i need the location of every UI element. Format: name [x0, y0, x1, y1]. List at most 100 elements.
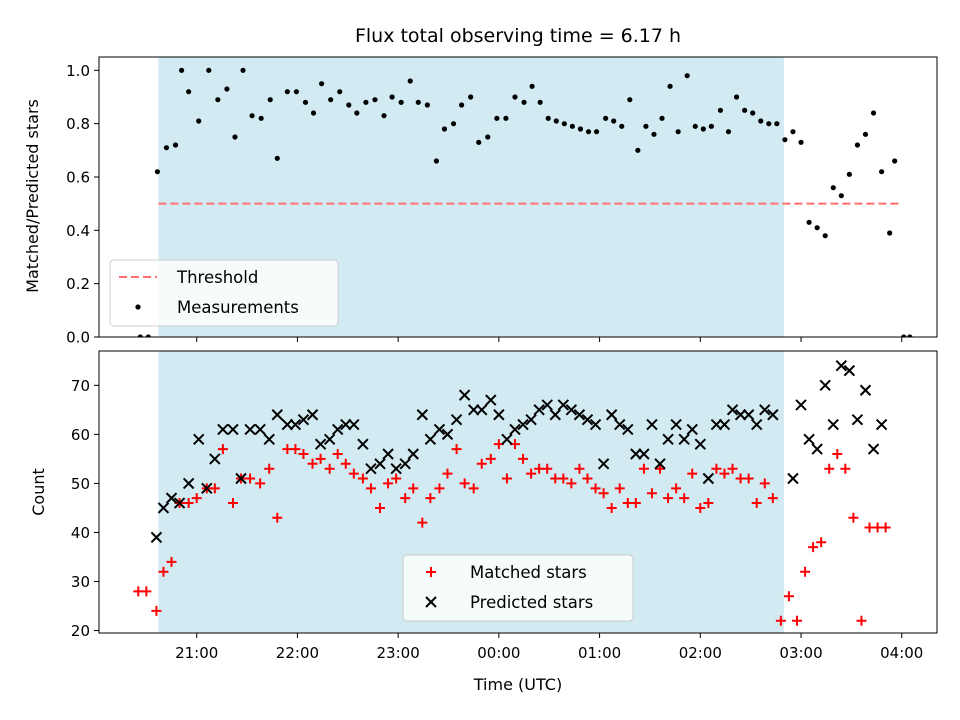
matched-star-point	[840, 463, 851, 474]
measurement-point	[450, 121, 457, 127]
measurement-point	[476, 139, 482, 145]
predicted-star-point	[835, 360, 848, 372]
matched-star-point	[671, 483, 682, 494]
predicted-star-point	[150, 531, 163, 544]
measurement-point	[854, 142, 861, 148]
predicted-star-point	[306, 409, 319, 421]
matched-star-point	[800, 566, 811, 577]
legend-label: Threshold	[176, 268, 258, 287]
matched-star-point	[856, 615, 867, 626]
matched-star-point	[582, 473, 593, 484]
predicted-star-point	[517, 418, 529, 431]
measurement-point	[468, 94, 474, 100]
matched-star-point	[227, 498, 238, 509]
matched-star-point	[759, 478, 770, 489]
predicted-star-point	[589, 418, 602, 431]
predicted-star-point	[767, 409, 779, 421]
predicted-star-point	[795, 399, 807, 411]
measurement-point	[569, 123, 575, 129]
predicted-star-point	[235, 472, 247, 485]
measurement-point	[137, 334, 143, 337]
predicted-star-point	[605, 409, 618, 421]
measurement-point	[521, 99, 527, 105]
predicted-star-point	[638, 448, 650, 460]
measurement-point	[593, 129, 600, 135]
predicted-star-point	[759, 404, 771, 416]
matched-star-point	[791, 615, 802, 626]
measurement-point	[733, 94, 740, 100]
measurement-point	[659, 115, 665, 121]
measurement-point	[846, 171, 852, 177]
predicted-star-point	[501, 433, 513, 445]
bottom-plot-area	[133, 351, 891, 633]
measurement-point	[635, 147, 641, 153]
measurement-point	[310, 110, 317, 116]
predicted-star-point	[787, 472, 799, 485]
measurement-point	[830, 185, 836, 191]
predicted-star-point	[357, 438, 369, 450]
measurement-point	[363, 99, 369, 105]
x-tick-label: 04:00	[880, 644, 923, 662]
predicted-star-point	[201, 482, 213, 495]
predicted-star-point	[209, 453, 221, 465]
predicted-star-point	[254, 423, 266, 436]
predicted-star-point	[323, 433, 336, 445]
measurement-point	[901, 334, 907, 337]
matched-star-point	[272, 512, 283, 523]
predicted-star-point	[843, 364, 856, 377]
measurement-point	[692, 123, 698, 129]
measurement-point	[798, 139, 804, 145]
measurement-point	[553, 118, 559, 124]
measurement-point	[485, 134, 491, 140]
predicted-star-point	[875, 418, 888, 431]
measurement-point	[774, 121, 780, 127]
predicted-star-point	[227, 423, 239, 436]
measurement-point	[708, 123, 714, 129]
matched-star-point	[501, 473, 512, 484]
predicted-star-point	[217, 423, 229, 436]
matched-star-point	[824, 463, 835, 474]
measurement-point	[354, 110, 360, 116]
predicted-star-point	[827, 418, 839, 431]
measurement-point	[806, 219, 812, 225]
matched-star-point	[646, 488, 657, 499]
bottom-panel: Count Time (UTC) 20 30 40 50 60 70 21:00 22:00 2…	[29, 350, 938, 694]
matched-star-point	[158, 566, 169, 577]
predicted-star-point	[424, 433, 437, 445]
matched-star-point	[727, 463, 738, 474]
legend-matched-swatch	[426, 567, 436, 577]
measurement-point	[700, 126, 706, 132]
matched-star-point	[767, 493, 778, 504]
matched-star-point	[518, 453, 529, 464]
predicted-star-point	[597, 458, 610, 470]
matched-star-point	[442, 468, 453, 479]
measurement-point	[619, 123, 625, 129]
measurement-point	[178, 67, 185, 73]
matched-star-point	[775, 615, 786, 626]
predicted-star-point	[702, 472, 715, 485]
measurement-point	[274, 155, 280, 161]
matched-star-point	[808, 542, 819, 553]
matched-star-point	[751, 498, 762, 509]
measurement-point	[790, 129, 796, 135]
bottom-y-axis-label: Count	[29, 468, 48, 516]
predicted-star-point	[549, 409, 561, 421]
predicted-star-point	[859, 384, 872, 396]
measurement-point	[186, 89, 192, 95]
matched-star-point	[365, 483, 376, 494]
measurement-point	[318, 81, 325, 87]
matched-star-point	[340, 458, 351, 469]
matched-star-point	[695, 502, 706, 513]
predicted-star-point	[614, 418, 626, 431]
bottom-y-tick-label: 60	[71, 426, 90, 444]
matched-star-point	[264, 463, 275, 474]
matched-star-point	[783, 591, 794, 602]
matched-star-point	[357, 473, 368, 484]
x-tick-label: 01:00	[578, 644, 621, 662]
measurement-point	[758, 118, 764, 124]
matched-star-point	[711, 463, 722, 474]
matched-star-point	[290, 444, 301, 455]
predicted-star-point	[670, 418, 682, 431]
measurement-point	[389, 94, 395, 100]
predicted-star-point	[509, 423, 521, 436]
